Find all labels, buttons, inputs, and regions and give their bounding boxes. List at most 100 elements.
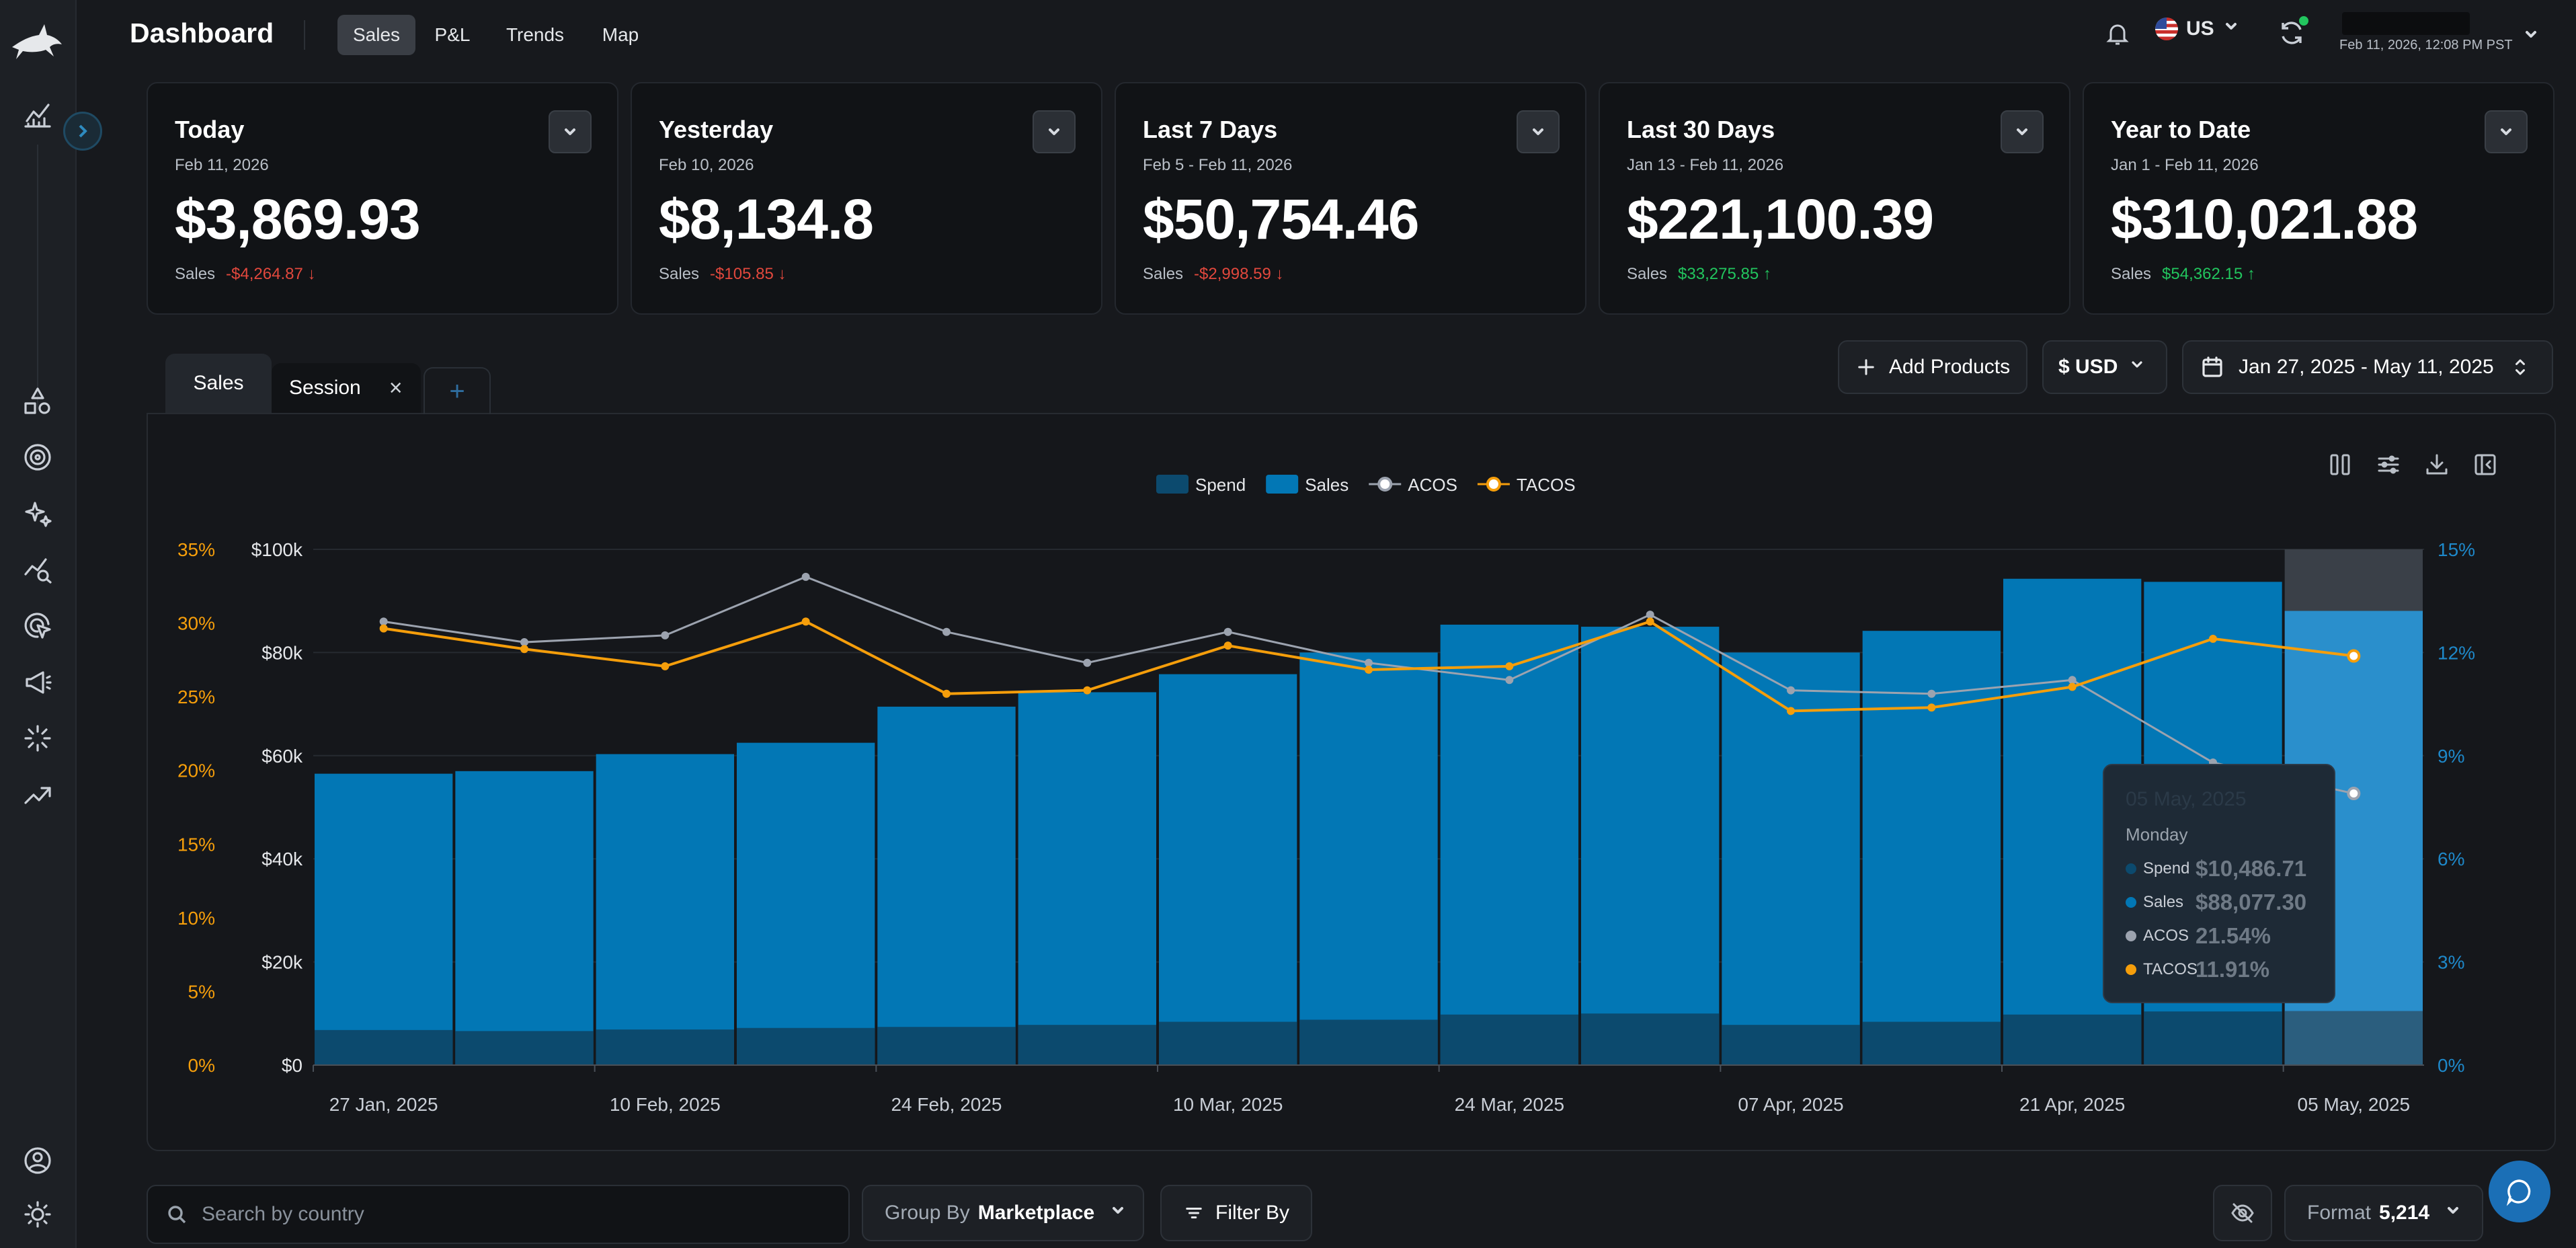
card-date-range: Feb 11, 2026 (175, 156, 269, 174)
add-products-button[interactable]: Add Products (1838, 340, 2027, 394)
legend-swatch-spend (1156, 475, 1189, 494)
card-dropdown-button[interactable] (1033, 110, 1076, 153)
y-axis-tick-label: $0 (282, 1055, 303, 1076)
tab-map[interactable]: Map (602, 24, 639, 45)
card-title: Last 7 Days (1143, 116, 1278, 143)
currency-selector[interactable]: $ USD (2042, 340, 2167, 394)
point-acos (2068, 676, 2077, 685)
region-selector[interactable]: US (2155, 17, 2240, 40)
card-dropdown-button[interactable] (2485, 110, 2528, 153)
chevron-down-icon (2128, 356, 2146, 379)
user-circle-icon[interactable] (22, 1144, 54, 1177)
point-acos (1787, 686, 1795, 695)
point-tacos (520, 645, 528, 654)
chart-tab-sales[interactable]: Sales (165, 354, 272, 413)
bar-sales (1862, 631, 2001, 1065)
download-icon[interactable] (2424, 452, 2450, 481)
target-icon[interactable] (22, 441, 54, 473)
add-products-label: Add Products (1889, 356, 2011, 378)
point-acos (1505, 676, 1514, 685)
tab-trends[interactable]: Trends (506, 24, 565, 45)
sync-icon[interactable] (2278, 19, 2306, 50)
add-tab-button[interactable]: + (424, 367, 491, 414)
collapse-panel-icon[interactable] (2472, 452, 2498, 481)
legend-marker-acos (1377, 477, 1393, 492)
x-axis-tick-label: 10 Feb, 2025 (610, 1094, 721, 1115)
chart-tab-session-label: Session (289, 377, 361, 399)
bar-spend (2144, 1011, 2282, 1065)
chart-tab-session[interactable]: Session × (272, 363, 421, 413)
hide-columns-button[interactable] (2213, 1185, 2272, 1241)
sliders-icon[interactable] (2376, 452, 2401, 481)
tab-pnl[interactable]: P&L (434, 24, 471, 45)
sun-icon[interactable] (22, 1198, 54, 1231)
sidebar-expand-button[interactable] (63, 112, 102, 151)
date-range-picker[interactable]: Jan 27, 2025 - May 11, 2025 (2182, 340, 2553, 394)
line-chart-icon[interactable] (22, 98, 54, 130)
format-selector[interactable]: Format 5,214 (2284, 1185, 2483, 1241)
country-search[interactable] (147, 1185, 850, 1244)
account-chevron-down-icon[interactable] (2522, 26, 2540, 46)
tooltip-row-sales: Sales $88,077.30 (2126, 886, 2334, 919)
bar-spend (1722, 1025, 1860, 1065)
date-range-label: Jan 27, 2025 - May 11, 2025 (2239, 356, 2494, 378)
search-input[interactable] (200, 1202, 808, 1226)
y-pct-tick-label: 35% (177, 539, 215, 560)
y-axis-tick-label: $60k (261, 746, 303, 767)
x-axis-tick-label: 21 Apr, 2025 (2019, 1094, 2125, 1115)
sparkles-icon[interactable] (22, 498, 54, 530)
card-dropdown-button[interactable] (2001, 110, 2044, 153)
user-name-redacted[interactable] (2342, 12, 2470, 35)
shapes-icon[interactable] (22, 385, 54, 417)
bar-sales (737, 742, 875, 1065)
point-tacos (2347, 649, 2361, 663)
chat-bubble-icon (2506, 1179, 2531, 1206)
group-by-selector[interactable]: Group By Marketplace (862, 1185, 1144, 1241)
point-tacos (379, 624, 388, 633)
point-tacos (661, 662, 670, 670)
card-metric: Sales (1143, 265, 1184, 283)
cursor-target-icon[interactable] (22, 609, 54, 641)
card-delta: -$105.85 ↓ (710, 265, 787, 283)
card-date-range: Jan 13 - Feb 11, 2026 (1627, 156, 1784, 174)
group-by-label: Group By (885, 1202, 970, 1224)
close-tab-icon[interactable]: × (389, 375, 403, 401)
point-acos (1927, 689, 1936, 698)
y-right-tick-label: 15% (2438, 539, 2475, 560)
point-acos (2347, 787, 2361, 801)
card-date-range: Feb 10, 2026 (659, 156, 754, 174)
x-axis-tick-label: 27 Jan, 2025 (329, 1094, 438, 1115)
summary-card-year-to-date: Year to Date Jan 1 - Feb 11, 2026 $310,0… (2083, 82, 2554, 315)
loader-icon[interactable] (22, 722, 54, 754)
point-acos (1083, 658, 1092, 667)
columns-icon[interactable] (2327, 452, 2353, 481)
summary-card-last-30-days: Last 30 Days Jan 13 - Feb 11, 2026 $221,… (1599, 82, 2070, 315)
tab-sales[interactable]: Sales (337, 15, 415, 55)
tooltip-series-value: $88,077.30 (2196, 890, 2307, 914)
bar-spend (1862, 1021, 2001, 1065)
x-axis-tick-label: 24 Mar, 2025 (1455, 1094, 1564, 1115)
notification-bell-icon[interactable] (2104, 20, 2131, 50)
y-pct-tick-label: 30% (177, 613, 215, 634)
x-axis-tick-label: 24 Feb, 2025 (891, 1094, 1002, 1115)
bar-spend (2003, 1014, 2142, 1065)
filter-by-button[interactable]: Filter By (1160, 1185, 1312, 1241)
trending-up-icon[interactable] (22, 779, 54, 811)
point-tacos (1505, 662, 1514, 670)
point-tacos (942, 689, 951, 698)
y-right-tick-label: 9% (2438, 746, 2464, 767)
chevron-down-icon (2222, 17, 2240, 40)
card-dropdown-button[interactable] (1517, 110, 1560, 153)
shark-logo-icon[interactable] (9, 17, 63, 71)
x-axis-tick-label: 05 May, 2025 (2298, 1094, 2411, 1115)
bar-sales (1581, 627, 1720, 1065)
chat-support-button[interactable] (2489, 1161, 2550, 1222)
y-pct-tick-label: 20% (177, 760, 215, 781)
card-dropdown-button[interactable] (549, 110, 592, 153)
megaphone-icon[interactable] (22, 666, 54, 698)
chart-search-icon[interactable] (22, 553, 54, 585)
bar-spend (2284, 1011, 2423, 1065)
filter-by-label: Filter By (1215, 1202, 1290, 1224)
legend-label-acos: ACOS (1408, 475, 1457, 495)
